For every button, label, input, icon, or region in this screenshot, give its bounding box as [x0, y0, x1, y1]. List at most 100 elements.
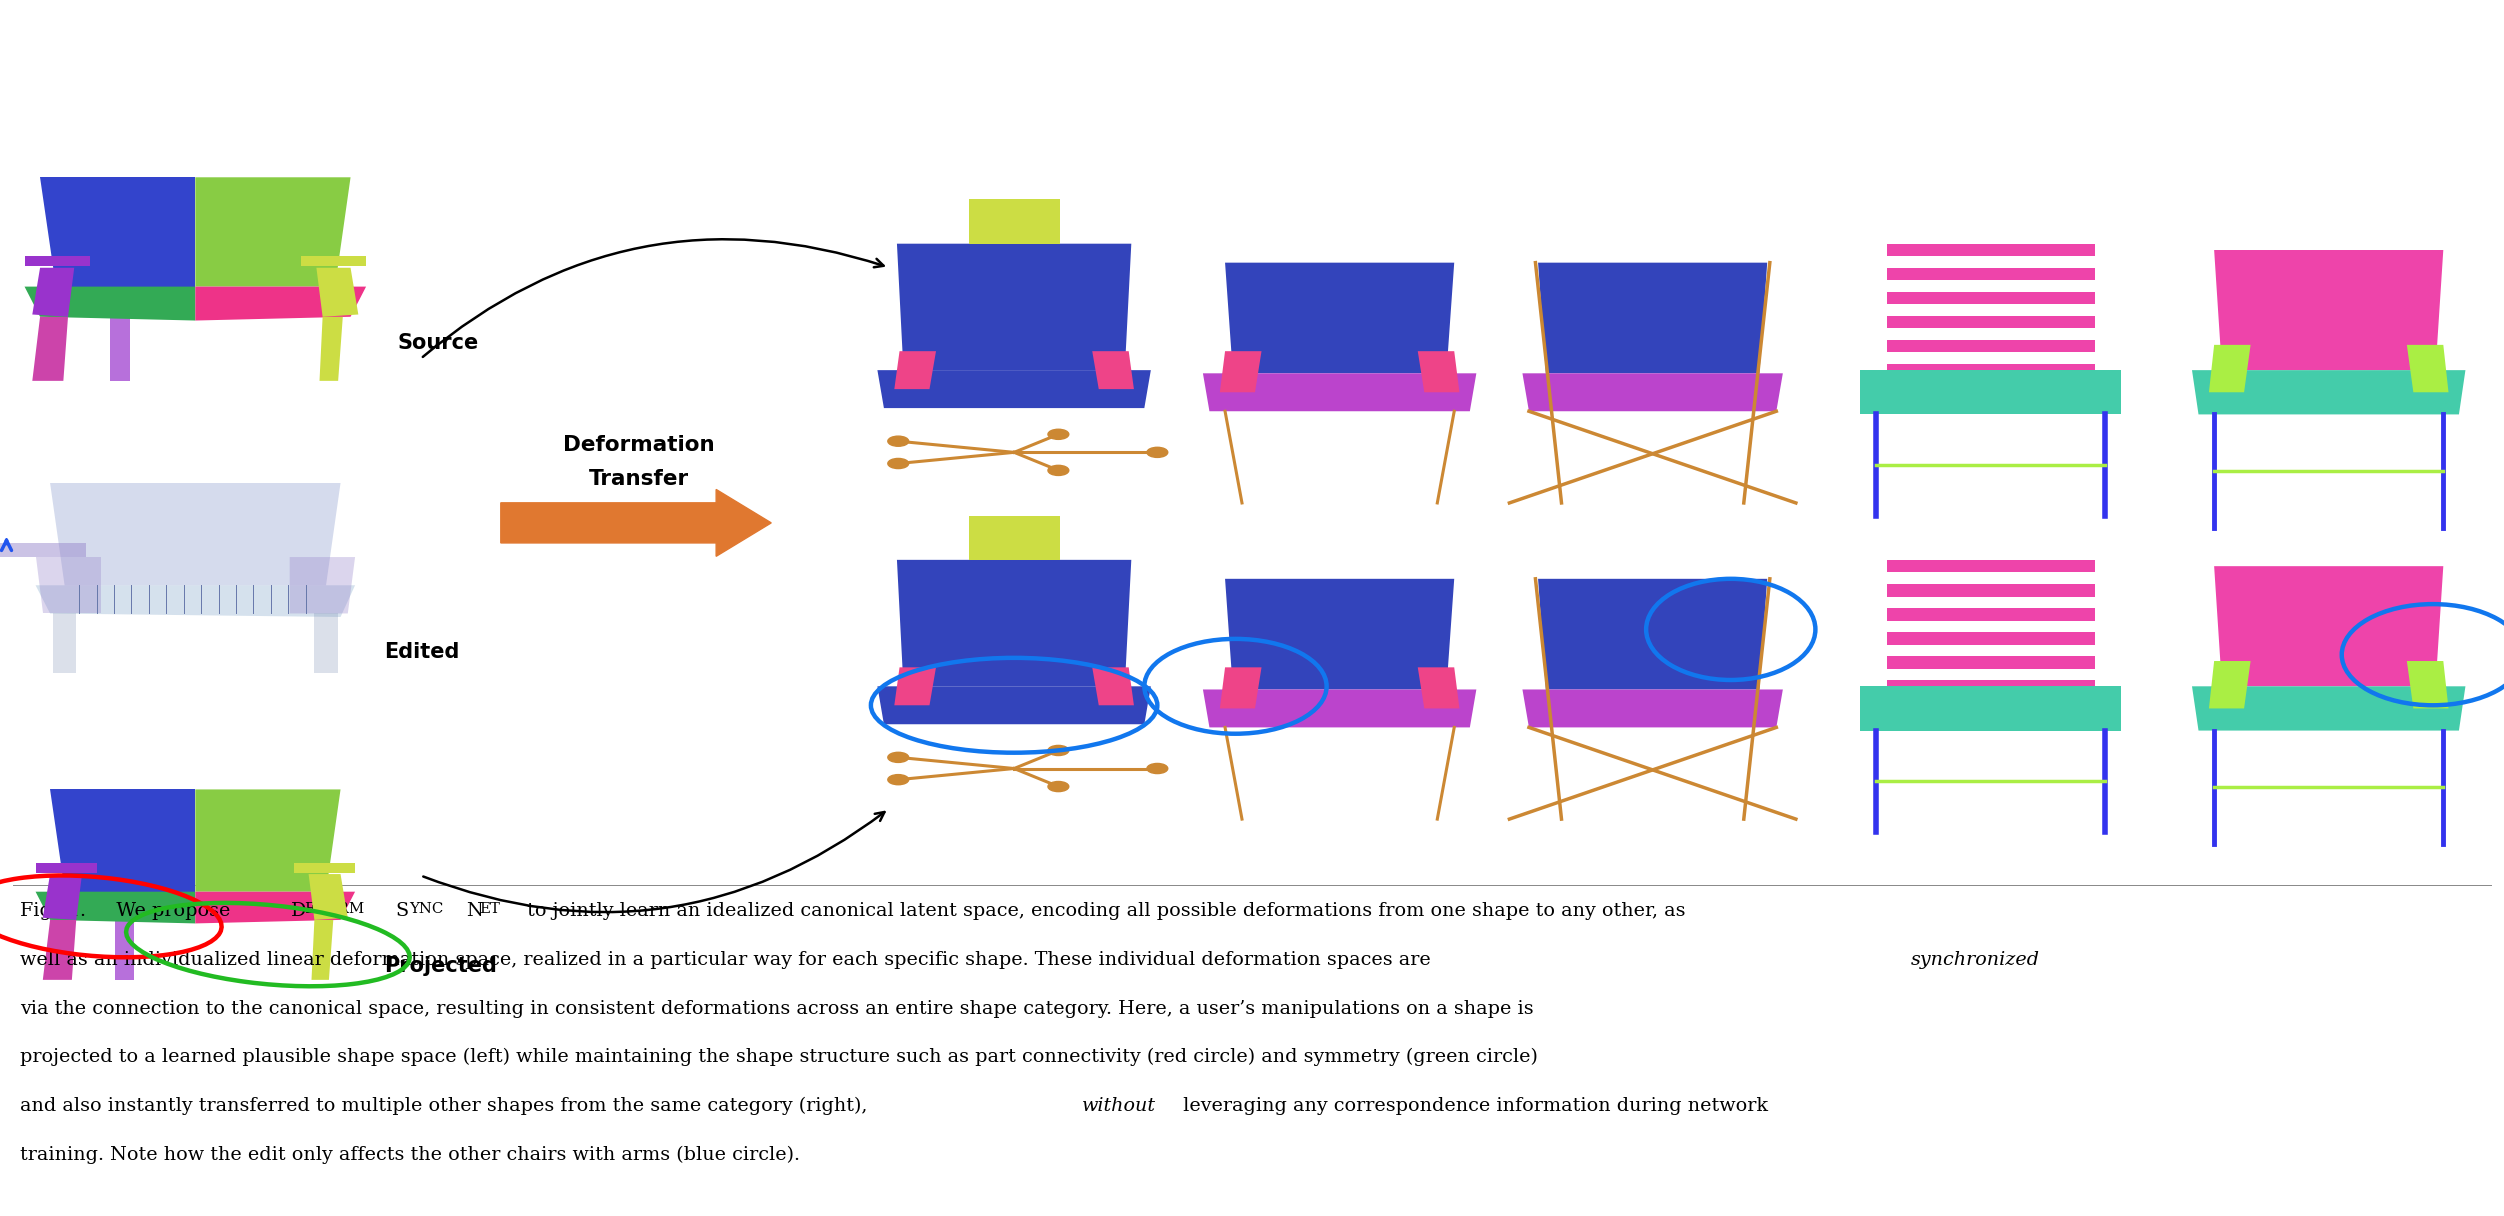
- Polygon shape: [1886, 632, 2096, 644]
- Text: to jointly learn an idealized canonical latent space, encoding all possible defo: to jointly learn an idealized canonical …: [521, 902, 1685, 921]
- Text: Fig.  1.: Fig. 1.: [20, 902, 85, 921]
- Polygon shape: [2406, 345, 2449, 393]
- Polygon shape: [35, 585, 356, 617]
- Polygon shape: [1886, 339, 2096, 353]
- Polygon shape: [1092, 668, 1134, 705]
- Polygon shape: [2406, 662, 2449, 709]
- Circle shape: [889, 458, 909, 468]
- Polygon shape: [33, 316, 68, 381]
- Polygon shape: [35, 863, 98, 873]
- Polygon shape: [40, 178, 195, 287]
- Polygon shape: [1224, 579, 1455, 689]
- Polygon shape: [316, 613, 338, 674]
- Polygon shape: [876, 370, 1152, 409]
- Polygon shape: [1886, 608, 2096, 620]
- Polygon shape: [300, 257, 366, 266]
- Polygon shape: [2214, 567, 2444, 686]
- Polygon shape: [1202, 689, 1477, 727]
- Polygon shape: [894, 351, 936, 389]
- Text: We propose: We propose: [98, 902, 235, 921]
- Polygon shape: [896, 559, 1132, 686]
- Text: projected to a learned plausible shape space (left) while maintaining the shape : projected to a learned plausible shape s…: [20, 1048, 1537, 1066]
- Polygon shape: [1224, 263, 1455, 373]
- Polygon shape: [1537, 263, 1768, 373]
- Polygon shape: [2191, 686, 2466, 731]
- Polygon shape: [43, 919, 75, 980]
- Polygon shape: [1886, 292, 2096, 304]
- Polygon shape: [35, 891, 195, 923]
- Circle shape: [1049, 782, 1069, 792]
- Polygon shape: [894, 668, 936, 705]
- Polygon shape: [1092, 351, 1134, 389]
- Circle shape: [889, 753, 909, 762]
- Polygon shape: [969, 516, 1059, 559]
- Polygon shape: [1417, 668, 1460, 709]
- Polygon shape: [1522, 689, 1783, 727]
- Polygon shape: [33, 268, 75, 316]
- Polygon shape: [1860, 686, 2121, 731]
- Polygon shape: [1886, 655, 2096, 669]
- Text: Edited: Edited: [383, 642, 461, 663]
- Polygon shape: [1219, 668, 1262, 709]
- Text: S: S: [396, 902, 408, 921]
- Text: training. Note how the edit only affects the other chairs with arms (blue circle: training. Note how the edit only affects…: [20, 1145, 801, 1164]
- Text: via the connection to the canonical space, resulting in consistent deformations : via the connection to the canonical spac…: [20, 1000, 1532, 1018]
- Circle shape: [889, 775, 909, 784]
- Circle shape: [1049, 429, 1069, 439]
- Polygon shape: [1886, 316, 2096, 328]
- Polygon shape: [969, 199, 1059, 243]
- Polygon shape: [1202, 373, 1477, 411]
- Polygon shape: [290, 557, 356, 613]
- Polygon shape: [1886, 584, 2096, 597]
- Polygon shape: [1522, 373, 1783, 411]
- Circle shape: [1147, 764, 1167, 773]
- Text: without: without: [1082, 1097, 1157, 1115]
- Polygon shape: [321, 316, 343, 381]
- Polygon shape: [2191, 370, 2466, 415]
- Text: well as an individualized linear deformation space, realized in a particular way: well as an individualized linear deforma…: [20, 951, 1437, 969]
- Polygon shape: [53, 613, 75, 674]
- Polygon shape: [50, 483, 341, 585]
- Polygon shape: [1886, 364, 2096, 377]
- Polygon shape: [293, 863, 356, 873]
- Polygon shape: [1886, 243, 2096, 257]
- Polygon shape: [195, 789, 341, 891]
- FancyArrowPatch shape: [423, 812, 884, 912]
- Polygon shape: [195, 178, 351, 287]
- Polygon shape: [896, 243, 1132, 370]
- Polygon shape: [43, 874, 83, 919]
- Circle shape: [1049, 466, 1069, 475]
- Polygon shape: [115, 894, 135, 980]
- Polygon shape: [1860, 370, 2121, 415]
- Text: Transfer: Transfer: [588, 469, 689, 489]
- Polygon shape: [195, 891, 356, 923]
- Polygon shape: [2214, 250, 2444, 370]
- Polygon shape: [25, 257, 90, 266]
- FancyArrowPatch shape: [423, 240, 884, 358]
- Polygon shape: [50, 789, 195, 891]
- Text: Deformation: Deformation: [563, 435, 714, 455]
- Polygon shape: [310, 919, 333, 980]
- Polygon shape: [0, 542, 85, 557]
- Text: synchronized: synchronized: [1911, 951, 2041, 969]
- FancyArrow shape: [501, 490, 771, 557]
- Polygon shape: [1537, 579, 1768, 689]
- Polygon shape: [2209, 345, 2251, 393]
- Text: N: N: [466, 902, 483, 921]
- Polygon shape: [195, 287, 366, 321]
- Text: D: D: [290, 902, 305, 921]
- Polygon shape: [1417, 351, 1460, 393]
- Polygon shape: [25, 287, 195, 321]
- Polygon shape: [1886, 559, 2096, 573]
- Polygon shape: [876, 686, 1152, 725]
- Circle shape: [1147, 447, 1167, 457]
- Circle shape: [889, 437, 909, 446]
- Polygon shape: [110, 289, 130, 381]
- Polygon shape: [308, 874, 348, 919]
- Polygon shape: [316, 268, 358, 316]
- Polygon shape: [1219, 351, 1262, 393]
- Circle shape: [1049, 745, 1069, 755]
- Polygon shape: [2209, 662, 2251, 709]
- Text: Source: Source: [398, 333, 478, 353]
- Polygon shape: [35, 557, 100, 613]
